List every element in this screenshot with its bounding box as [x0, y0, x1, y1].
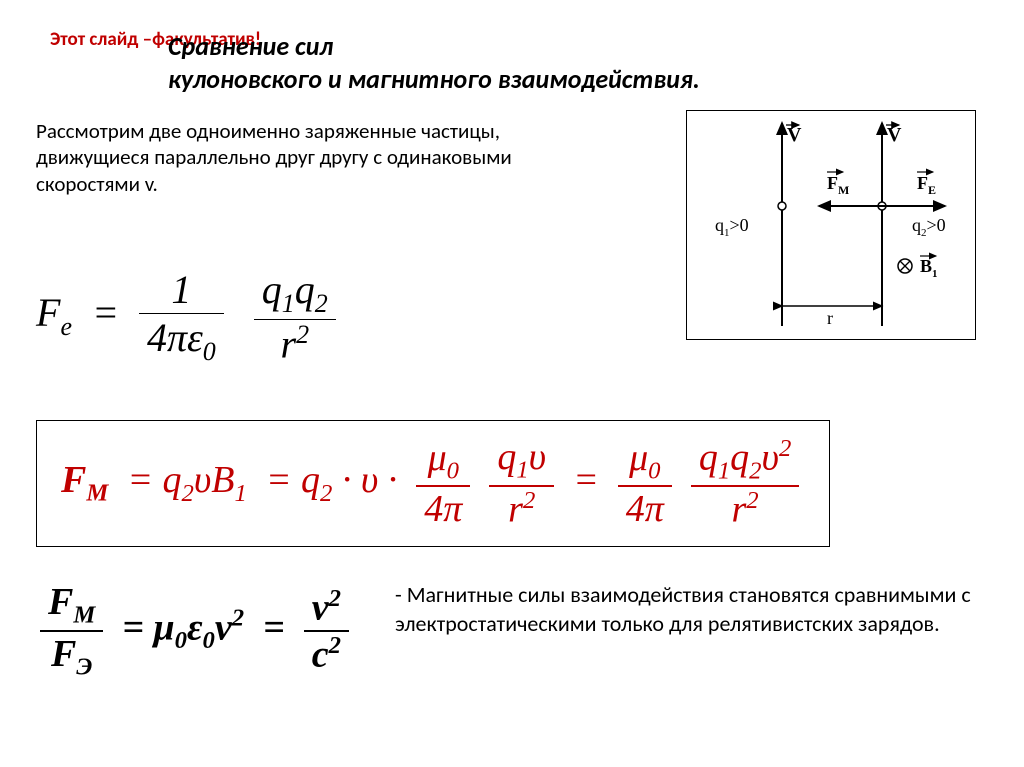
formula-coulomb: Fe = 1 4πε0 q1q2 r2 — [36, 266, 336, 367]
title-line2: кулоновского и магнитного взаимодействия… — [168, 63, 700, 95]
svg-text:FE: FE — [917, 173, 936, 197]
svg-text:B1: B1 — [920, 256, 938, 280]
slide-title: Сравнение сил кулоновского и магнитного … — [168, 30, 984, 95]
svg-text:q1>0: q1>0 — [715, 215, 749, 239]
forces-diagram: V V FM FE q1>0 q2>0 B1 — [686, 110, 976, 340]
formula-ratio: FM FЭ = μ0ε0v2 = v2 c2 — [40, 580, 349, 681]
conclusion-text: - Магнитные силы взаимодействия становят… — [395, 580, 984, 638]
svg-text:q2>0: q2>0 — [912, 215, 946, 239]
title-line1: Сравнение сил — [168, 30, 333, 62]
intro-paragraph: Рассмотрим две одноименно заряженные час… — [36, 118, 536, 197]
svg-text:FM: FM — [827, 173, 849, 197]
svg-text:V: V — [887, 124, 902, 146]
svg-text:r: r — [827, 308, 833, 328]
svg-text:V: V — [787, 124, 802, 146]
slide: Этот слайд –факультатив! Сравнение сил к… — [0, 0, 1024, 767]
formula-magnetic: FM = q2υB1 = q2 · υ · μ0 4π q1υ r2 = μ0 … — [36, 420, 830, 547]
